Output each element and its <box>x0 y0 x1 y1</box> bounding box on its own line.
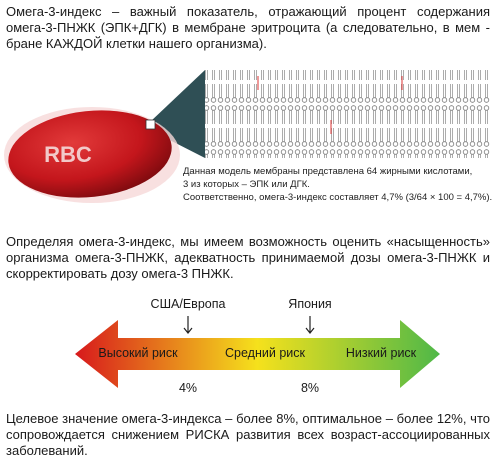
text-line: сопровождается снижением РИСКА развития … <box>6 427 490 442</box>
marker-label: США/Европа <box>150 297 226 311</box>
text-line: скорректировать дозу омега-3 ПНЖК. <box>6 266 234 281</box>
rbc-label: RBC <box>44 142 92 167</box>
rbc-figure: RBC <box>4 107 180 203</box>
zone-label: Низкий риск <box>345 346 417 360</box>
omega3-tail <box>257 76 403 134</box>
bilayer <box>205 114 490 158</box>
text-line: Данная модель мембраны представлена 64 ж… <box>183 166 473 177</box>
marker-label: Япония <box>288 297 332 311</box>
text-line: бране КАЖДОЙ клетки нашего организма). <box>6 36 267 51</box>
text-line: Целевое значение омега-3-индекса – более… <box>6 411 490 426</box>
assessment-paragraph: Определяя омега-3-индекс, мы имеем возмо… <box>6 234 490 282</box>
membrane-figure <box>150 70 490 158</box>
intro-paragraph: Омега-3-индекс – важный показатель, отра… <box>6 4 490 52</box>
zone-label: Средний риск <box>225 346 305 360</box>
marker-arrows <box>183 316 315 334</box>
bilayer <box>205 70 490 114</box>
risk-arrow <box>75 320 440 388</box>
text-line: Омега-3-индекс – важный показатель, отра… <box>6 4 490 19</box>
marker-value: 4% <box>178 381 198 395</box>
text-line: заболеваний. <box>6 443 88 458</box>
marker-value: 8% <box>300 381 320 395</box>
zone-label: Высокий риск <box>98 346 178 360</box>
text-line: омега-3-ПНЖК (ЭПК+ДГК) в мембране эритро… <box>6 20 490 35</box>
text-line: организма омега-3-ПНЖК, адекватность при… <box>6 250 490 265</box>
text-line: Соответственно, омега-3-индекс составляе… <box>183 192 493 203</box>
risk-scale <box>75 316 440 388</box>
text-line: 3 из которых – ЭПК или ДГК. <box>183 179 310 190</box>
text-line: Определяя омега-3-индекс, мы имеем возмо… <box>6 234 490 249</box>
target-paragraph: Целевое значение омега-3-индекса – более… <box>6 411 490 459</box>
figure-caption: Данная модель мембраны представлена 64 ж… <box>183 165 492 204</box>
